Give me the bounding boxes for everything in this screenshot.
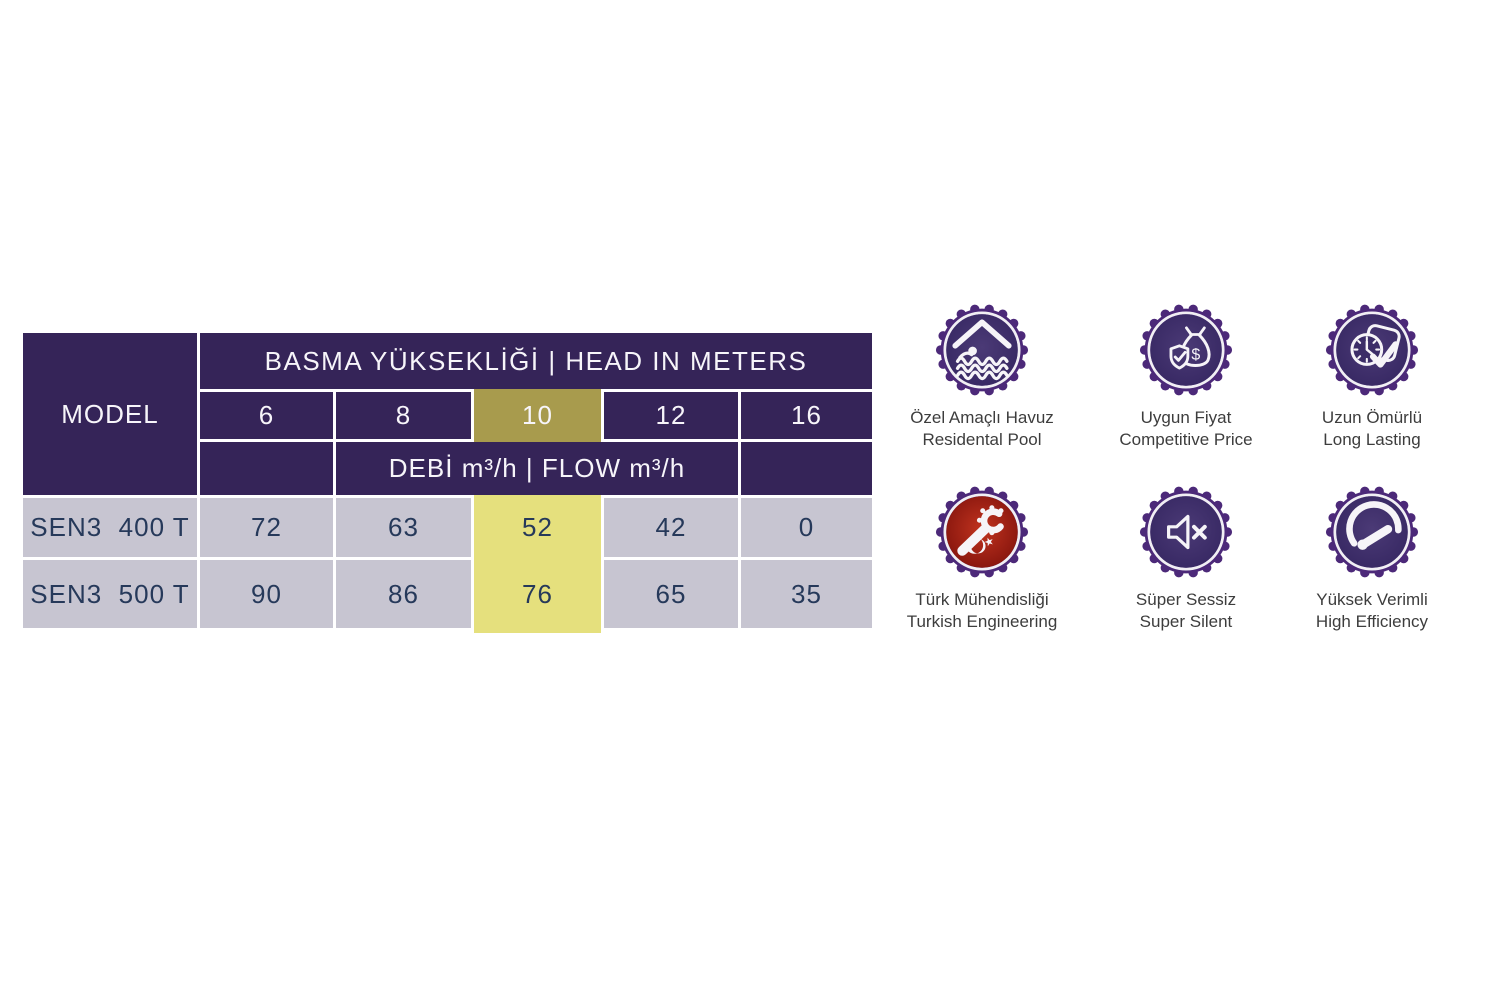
head-value-cell: 16 [741,392,872,439]
model-header-cell: MODEL [23,333,197,495]
value-cell: 42 [604,498,738,557]
badge-title-tr: Özel Amaçlı Havuz [910,408,1054,427]
badge-title-en: Residental Pool [922,429,1042,449]
spec-grid: MODEL BASMA YÜKSEKLİĞİ | HEAD IN METERS … [23,333,872,628]
money-bag-icon: $ [1139,304,1233,396]
swimmer-pool-icon [935,304,1029,396]
badge-title-tr: Uzun Ömürlü [1321,408,1423,427]
value-cell: 35 [741,560,872,628]
highlight-head-overlay [474,389,601,442]
head-value-cell: 6 [200,392,333,439]
flow-unit-header: DEBİ m³/h | FLOW m³/h [336,442,738,495]
svg-text:$: $ [1191,346,1200,363]
gauge-icon [1325,486,1419,578]
clock-check-icon [1325,304,1419,396]
value-cell: 63 [336,498,471,557]
wrench-turkish-flag-icon [935,486,1029,578]
head-value-cell: 8 [336,392,471,439]
speaker-muted-icon [1139,486,1233,578]
highlight-data-overlay [474,495,601,633]
badge-title-tr: Uygun Fiyat [1140,408,1232,427]
badge-title-tr: Süper Sessiz [1135,590,1237,609]
value-cell: 90 [200,560,333,628]
value-cell: 0 [741,498,872,557]
value-cell-highlighted: 76 [522,578,553,609]
badge-title-en: High Efficiency [1315,611,1429,631]
spacer-cell [741,442,872,495]
badge-title-tr: Türk Mühendisliği [915,590,1049,609]
badge-title-en: Competitive Price [1119,429,1253,449]
model-cell: SEN3 500 T [23,560,197,628]
model-cell: SEN3 400 T [23,498,197,557]
badge-title-tr: Yüksek Verimli [1316,590,1428,609]
badge-title-en: Turkish Engineering [906,611,1058,631]
badge-residential-pool: Özel Amaçlı Havuz Residental Pool [872,303,1092,450]
value-cell-highlighted: 52 [522,512,553,542]
badge-title-en: Super Silent [1139,611,1233,631]
value-cell: 72 [200,498,333,557]
head-value-cell: 12 [604,392,738,439]
badge-super-silent: Süper Sessiz Super Silent [1076,485,1296,632]
head-in-meters-header: BASMA YÜKSEKLİĞİ | HEAD IN METERS [200,333,872,389]
spec-table: MODEL BASMA YÜKSEKLİĞİ | HEAD IN METERS … [23,333,872,633]
value-cell: 65 [604,560,738,628]
head-value-cell-highlighted: 10 [522,400,553,430]
badge-title-en: Long Lasting [1323,429,1421,449]
badge-turkish-engineering: Türk Mühendisliği Turkish Engineering [872,485,1092,632]
spacer-cell [200,442,333,495]
value-cell: 86 [336,560,471,628]
badge-competitive-price: $ Uygun Fiyat Competitive Price [1076,303,1296,450]
badge-long-lasting: Uzun Ömürlü Long Lasting [1262,303,1482,450]
badge-high-efficiency: Yüksek Verimli High Efficiency [1262,485,1482,632]
